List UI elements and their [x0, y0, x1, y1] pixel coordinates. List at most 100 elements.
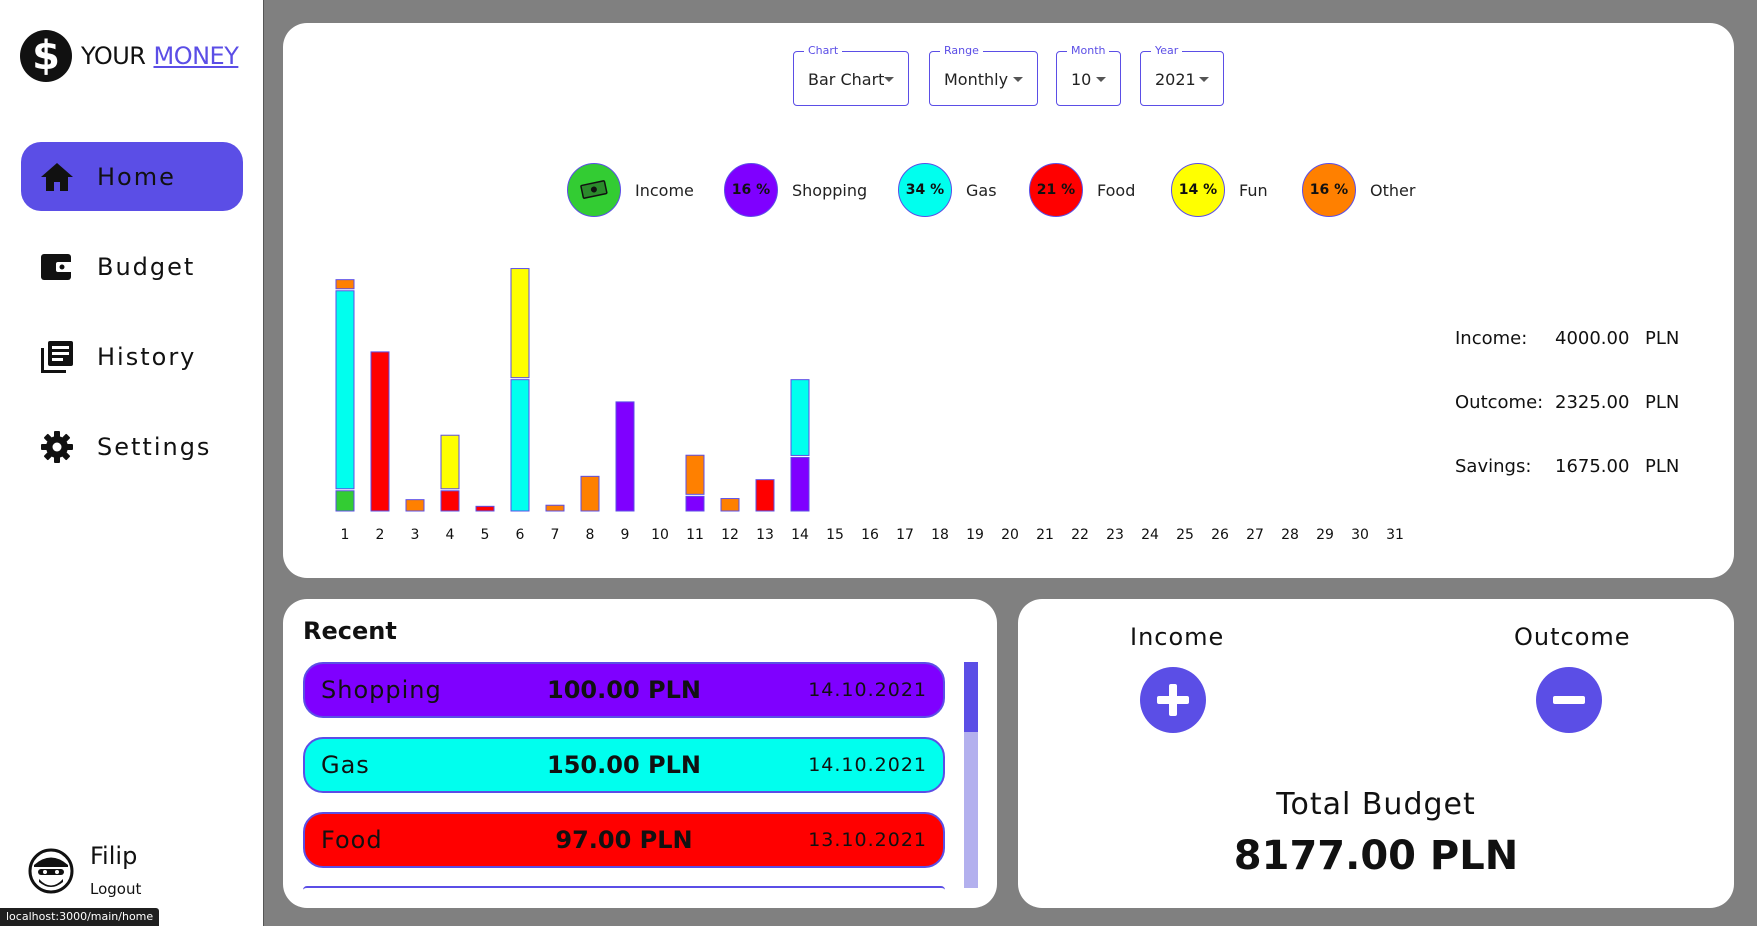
- bar-food-day-5[interactable]: [475, 505, 495, 512]
- bar-food-day-4[interactable]: [440, 490, 460, 512]
- range-label: Range: [940, 44, 983, 57]
- sidebar-item-home[interactable]: Home: [21, 142, 243, 211]
- user-name: Filip: [90, 842, 138, 870]
- legend-label: Other: [1370, 180, 1416, 200]
- x-tick-label: 19: [966, 527, 984, 543]
- chart-type-select[interactable]: Chart Bar Chart: [793, 44, 909, 106]
- x-tick-label: 16: [861, 527, 879, 543]
- list-item[interactable]: Gas 150.00 PLN 14.10.2021: [303, 737, 945, 793]
- minus-icon: [1553, 696, 1585, 704]
- chart-card: Chart Bar Chart Range Monthly Month 10 Y…: [283, 23, 1734, 578]
- legend-label: Gas: [966, 180, 997, 200]
- list-item[interactable]: Food 97.00 PLN 13.10.2021: [303, 812, 945, 868]
- bar-other-day-3[interactable]: [405, 499, 425, 512]
- sidebar-item-label: History: [97, 342, 197, 371]
- legend-shopping[interactable]: 16 % Shopping: [724, 163, 867, 217]
- x-tick-label: 28: [1281, 527, 1299, 543]
- bar-other-day-8[interactable]: [580, 475, 600, 512]
- recent-amount: 100.00 PLN: [547, 676, 701, 704]
- x-tick-label: 12: [721, 527, 739, 543]
- sidebar-item-settings[interactable]: Settings: [21, 412, 243, 481]
- x-tick-label: 5: [481, 527, 490, 543]
- legend-fun[interactable]: 14 % Fun: [1171, 163, 1268, 217]
- legend-other[interactable]: 16 % Other: [1302, 163, 1415, 217]
- legend-gas[interactable]: 34 % Gas: [898, 163, 997, 217]
- x-tick-label: 8: [586, 527, 595, 543]
- x-tick-label: 27: [1246, 527, 1264, 543]
- year-select[interactable]: Year 2021: [1140, 44, 1224, 106]
- x-tick-label: 26: [1211, 527, 1229, 543]
- sidebar: $ YOUR MONEY Home Budget History: [0, 0, 264, 926]
- legend-food[interactable]: 21 % Food: [1029, 163, 1135, 217]
- scrollbar-thumb[interactable]: [964, 662, 978, 732]
- x-tick-label: 1: [341, 527, 350, 543]
- bar-fun-day-6[interactable]: [510, 268, 530, 379]
- chevron-down-icon: [884, 77, 894, 82]
- legend-percent: 16 %: [1302, 163, 1356, 217]
- x-tick-label: 25: [1176, 527, 1194, 543]
- chevron-down-icon: [1013, 77, 1023, 82]
- month-value: 10: [1071, 70, 1092, 89]
- x-tick-label: 31: [1386, 527, 1404, 543]
- summary-income-currency: PLN: [1645, 328, 1680, 349]
- logout-link[interactable]: Logout: [90, 880, 142, 898]
- legend-percent: 14 %: [1171, 163, 1225, 217]
- bar-other-day-11[interactable]: [685, 454, 705, 495]
- summary-income-label: Income:: [1455, 328, 1528, 349]
- summary-income-value: 4000.00: [1555, 328, 1630, 349]
- bar-other-day-1[interactable]: [335, 279, 355, 290]
- bar-other-day-7[interactable]: [545, 504, 565, 512]
- app-logo[interactable]: $ YOUR MONEY: [20, 30, 239, 82]
- x-tick-label: 4: [446, 527, 455, 543]
- home-icon: [39, 159, 75, 195]
- bar-shopping-day-9[interactable]: [615, 401, 635, 512]
- summary-savings-label: Savings:: [1455, 456, 1532, 477]
- app-title-part2: MONEY: [153, 42, 239, 70]
- income-label: Income: [1130, 623, 1225, 651]
- bar-income-day-1[interactable]: [335, 490, 355, 512]
- legend-percent: 16 %: [724, 163, 778, 217]
- sidebar-item-budget[interactable]: Budget: [21, 232, 243, 301]
- bar-other-day-12[interactable]: [720, 498, 740, 512]
- legend-percent: 21 %: [1029, 163, 1083, 217]
- x-tick-label: 9: [621, 527, 630, 543]
- recent-category: Shopping: [321, 676, 442, 704]
- legend-label: Fun: [1239, 180, 1268, 200]
- bar-gas-day-6[interactable]: [510, 379, 530, 512]
- legend-label: Food: [1097, 180, 1136, 200]
- x-tick-label: 10: [651, 527, 669, 543]
- bar-fun-day-4[interactable]: [440, 434, 460, 490]
- range-value: Monthly: [944, 70, 1009, 89]
- x-tick-label: 29: [1316, 527, 1334, 543]
- list-item[interactable]: Shopping 100.00 PLN 14.10.2021: [303, 662, 945, 718]
- x-tick-label: 14: [791, 527, 809, 543]
- chart-type-value: Bar Chart: [808, 70, 885, 89]
- bar-gas-day-14[interactable]: [790, 379, 810, 456]
- bar-food-day-13[interactable]: [755, 479, 775, 512]
- year-value: 2021: [1155, 70, 1196, 89]
- history-icon: [39, 339, 75, 375]
- sidebar-item-label: Settings: [97, 432, 212, 461]
- range-select[interactable]: Range Monthly: [929, 44, 1038, 106]
- gear-icon: [39, 429, 75, 465]
- bar-shopping-day-14[interactable]: [790, 456, 810, 512]
- x-tick-label: 22: [1071, 527, 1089, 543]
- legend-income[interactable]: Income: [567, 163, 694, 217]
- x-tick-label: 3: [411, 527, 420, 543]
- summary-savings-currency: PLN: [1645, 456, 1680, 477]
- budget-card: Income Outcome Total Budget 8177.00 PLN: [1018, 599, 1734, 908]
- sidebar-item-history[interactable]: History: [21, 322, 243, 391]
- legend-label: Income: [635, 180, 694, 200]
- recent-date: 14.10.2021: [808, 754, 927, 776]
- add-outcome-button[interactable]: [1536, 667, 1602, 733]
- sidebar-item-label: Home: [97, 162, 176, 191]
- month-select[interactable]: Month 10: [1056, 44, 1121, 106]
- total-budget-value: 8177.00 PLN: [1233, 833, 1519, 879]
- add-income-button[interactable]: [1140, 667, 1206, 733]
- bar-shopping-day-11[interactable]: [685, 495, 705, 512]
- recent-date: 14.10.2021: [808, 679, 927, 701]
- bar-food-day-2[interactable]: [370, 351, 390, 512]
- recent-card: Recent Shopping 100.00 PLN 14.10.2021 Ga…: [283, 599, 997, 908]
- avatar[interactable]: [28, 848, 74, 894]
- bar-gas-day-1[interactable]: [335, 290, 355, 490]
